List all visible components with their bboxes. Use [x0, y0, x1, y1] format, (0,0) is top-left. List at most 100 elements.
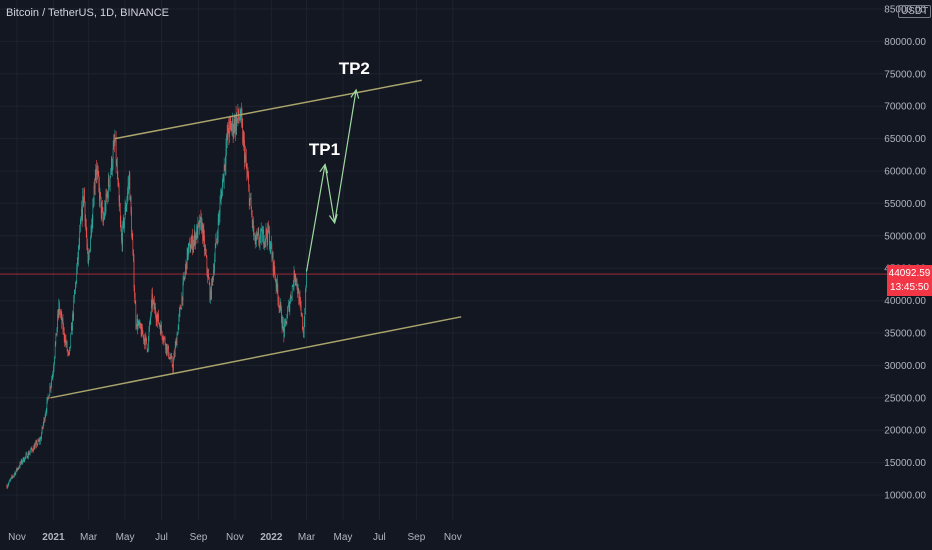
candle-body — [54, 356, 55, 364]
candle-body — [198, 220, 200, 224]
candle-body — [155, 314, 157, 321]
candle-body — [250, 198, 252, 209]
candle-body — [233, 130, 235, 135]
candle-body — [37, 440, 39, 445]
candle-body — [283, 327, 285, 337]
candle-body — [102, 210, 104, 222]
candle-body — [285, 320, 286, 322]
lower-channel-line[interactable] — [50, 316, 462, 399]
candle-body — [297, 288, 299, 294]
candle-body — [188, 243, 190, 248]
candle-body — [128, 183, 129, 185]
candle-body — [290, 295, 292, 298]
candle-body — [60, 313, 61, 315]
candle-body — [44, 418, 45, 422]
candle-body — [91, 221, 93, 230]
candle-body — [234, 119, 236, 133]
candle-body — [142, 334, 144, 336]
candle-body — [269, 248, 271, 250]
candle-body — [46, 400, 48, 412]
last-price-tag: 44092.59 13:45:50 — [887, 265, 932, 296]
price-tick-label: 85000.00 — [884, 5, 926, 16]
upper-channel-line[interactable] — [114, 79, 422, 140]
candle-body — [77, 257, 79, 260]
candle-body — [36, 444, 38, 446]
candle-body — [208, 279, 210, 284]
annotation-tp1[interactable]: TP1 — [309, 140, 340, 159]
candle-body — [257, 233, 259, 235]
candle-body — [225, 164, 226, 168]
candle-body — [109, 185, 110, 187]
candle-body — [56, 333, 57, 336]
candle-body — [139, 321, 140, 326]
candle-body — [44, 416, 46, 422]
candle-body — [217, 237, 218, 239]
candle-body — [31, 447, 32, 451]
annotation-tp2[interactable]: TP2 — [339, 59, 370, 78]
time-tick-label: May — [334, 532, 353, 543]
candle-body — [106, 193, 108, 197]
candle-body — [34, 446, 35, 450]
price-tick-label: 40000.00 — [884, 296, 926, 307]
candle-body — [255, 240, 257, 244]
price-tick-label: 20000.00 — [884, 426, 926, 437]
candle-body — [75, 281, 77, 284]
candle-body — [159, 326, 161, 334]
candle-body — [12, 476, 14, 478]
candle-body — [99, 184, 100, 201]
candle-body — [258, 233, 260, 242]
candle-body — [260, 229, 262, 231]
candle-body — [210, 290, 211, 300]
candle-body — [165, 344, 166, 350]
candle-body — [201, 217, 202, 231]
candle-body — [155, 307, 156, 315]
candle-body — [78, 245, 79, 260]
candle-body — [272, 252, 273, 259]
candle-body — [294, 271, 295, 280]
projection-path[interactable] — [305, 89, 357, 272]
candle-body — [49, 387, 51, 396]
candle-body — [28, 452, 29, 458]
candle-body — [84, 189, 85, 202]
candle-body — [293, 285, 294, 287]
candle-body — [210, 290, 212, 299]
candle-body — [279, 307, 280, 308]
candle-body — [95, 168, 97, 178]
candle-body — [52, 374, 54, 377]
price-axis[interactable]: 10000.00 15000.00 20000.00 25000.00 30000.00… — [884, 5, 926, 502]
candle-body — [199, 220, 200, 230]
candle-body — [294, 276, 296, 280]
candle-body — [176, 340, 177, 346]
candle-body — [134, 288, 135, 298]
time-tick-label: Nov — [8, 532, 26, 543]
candle-body — [65, 338, 66, 343]
candle-body — [78, 244, 80, 246]
candle-body — [84, 201, 86, 222]
candle-body — [202, 229, 204, 241]
candle-body — [235, 115, 237, 131]
currency-label[interactable]: USDT — [898, 5, 932, 18]
time-axis[interactable]: Nov 2021 Mar May Jul Sep Nov 2022 Mar May Jul Sep No… — [8, 532, 462, 543]
candle-body — [302, 315, 303, 327]
candle-body — [253, 220, 254, 233]
candle-body — [104, 206, 106, 217]
chart-grid — [0, 0, 887, 520]
candle-body — [66, 342, 68, 351]
candle-body — [276, 279, 278, 290]
candle-body — [41, 433, 42, 439]
candle-body — [226, 135, 228, 138]
candle-body — [254, 234, 256, 244]
candle-body — [161, 325, 162, 332]
candle-body — [263, 244, 265, 246]
candle-body — [285, 321, 287, 324]
candle-body — [81, 208, 82, 221]
candle-body — [279, 303, 281, 308]
candle-body — [302, 326, 304, 332]
time-tick-label: Jul — [155, 532, 168, 543]
candle-body — [221, 194, 223, 197]
candle-body — [172, 366, 174, 371]
candle-body — [8, 482, 9, 485]
candle-body — [193, 239, 195, 245]
candle-body — [220, 194, 222, 197]
